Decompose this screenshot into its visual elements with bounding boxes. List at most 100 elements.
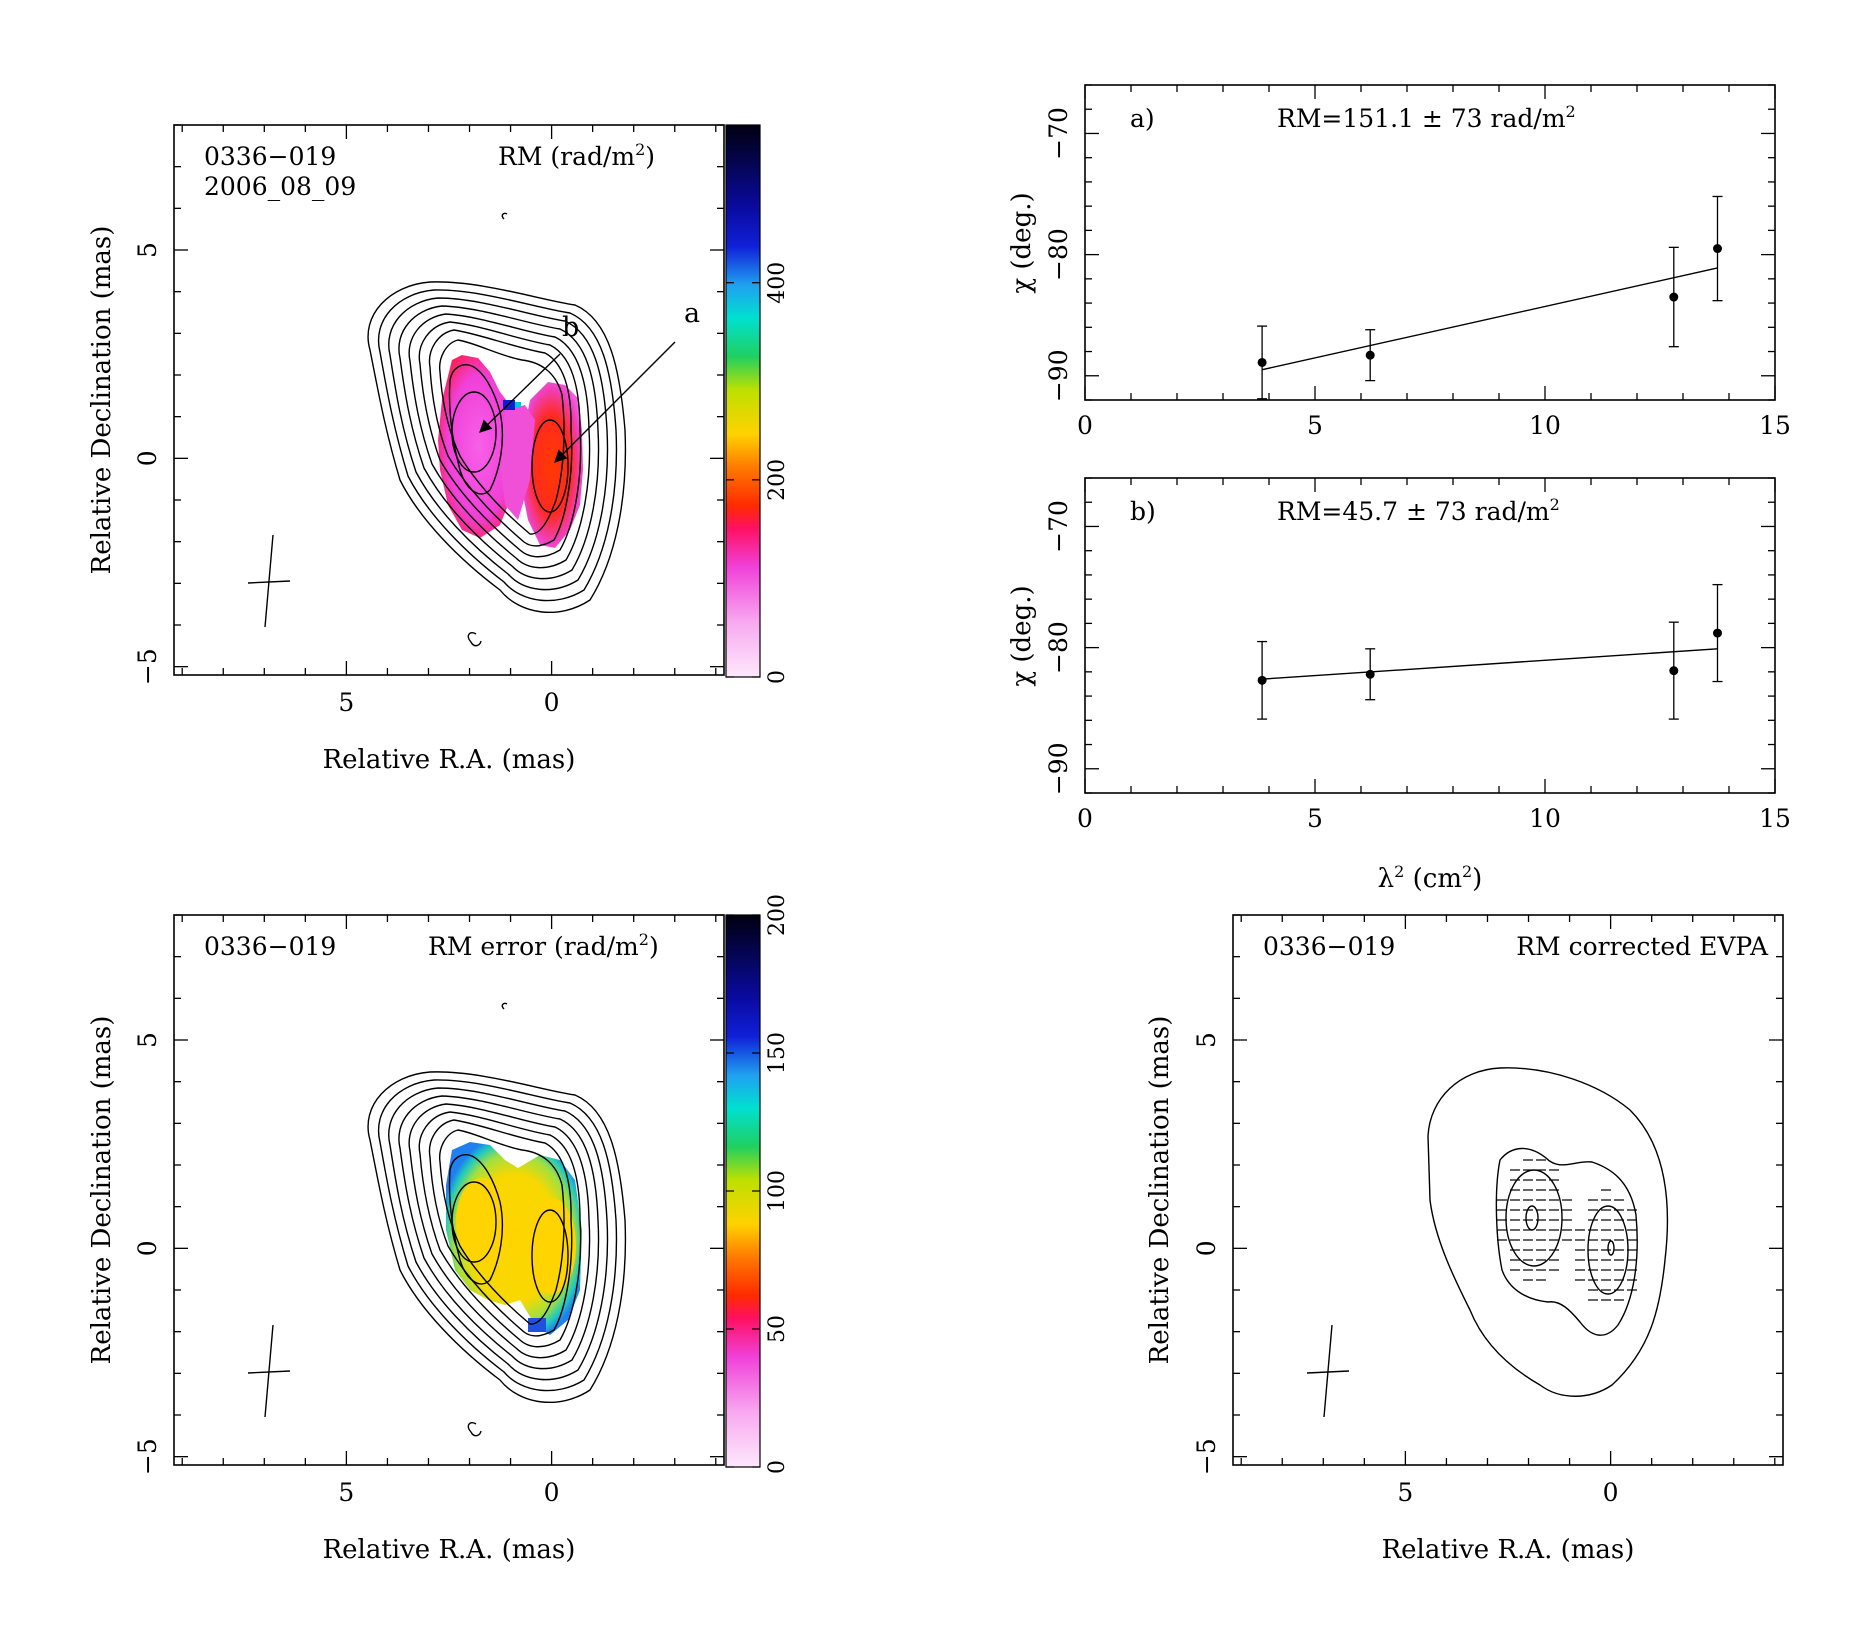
x-tick-label: 5 [338,1478,354,1507]
rm-ticks: 5 0 −5 0 5 [133,124,724,717]
y-tick-label: −90 [1044,742,1073,795]
rm-colorbar [725,124,761,678]
err-map-label: RM error (rad/m2) [428,930,659,961]
y-tick-label: 5 [1192,1032,1221,1048]
rm-colorbar-ticks: 0 200 400 [726,262,790,684]
x-tick-label: 10 [1529,804,1561,833]
rm-blob-b [438,355,520,538]
y-tick-label: −80 [1044,228,1073,281]
x-tick-label: 10 [1529,411,1561,440]
evpa-map-label: RM corrected EVPA [1516,932,1769,961]
colorbar-tick-label: 50 [765,1315,790,1343]
y-tick-label: 0 [133,450,162,466]
fit-b-ticks: 0 5 10 15 −90 −80 −70 [1044,477,1791,833]
colorbar-tick-label: 400 [765,262,790,304]
err-colorbar-ticks: 0 50 100 150 200 [726,894,790,1474]
rm-cyan-pixel [515,402,521,408]
y-tick-label: −5 [133,1438,162,1475]
evpa-source: 0336−019 [1263,932,1395,961]
fit-b-tag: b) [1130,497,1156,526]
fit-a-tag: a) [1130,104,1155,133]
fit-b-rm-sup: 2 [1550,495,1560,514]
fit-b-xlabel-close: ) [1472,864,1482,894]
x-tick-label: 0 [544,688,560,717]
x-tick-label: 0 [1077,804,1093,833]
x-tick-label: 5 [338,688,354,717]
colorbar-tick-label: 200 [765,459,790,501]
x-tick-label: 0 [1077,411,1093,440]
y-tick-label: −90 [1044,349,1073,402]
y-tick-label: 5 [133,1032,162,1048]
err-map-label-text: RM error (rad/m [428,932,639,961]
x-tick-label: 15 [1759,411,1791,440]
x-tick-label: 5 [1397,1478,1413,1507]
fit-b-xlabel-sup2: 2 [1462,862,1472,881]
fit-b-ylabel: χ (deg.) [1007,585,1037,686]
data-point [1257,675,1267,685]
err-contours [367,1002,627,1437]
fit-a-marks [1257,195,1723,400]
rm-map-label: RM (rad/m2) [498,140,655,171]
rm-color-blobs [438,355,583,548]
err-frame [173,914,725,1466]
fit-b-rm: RM=45.7 ± 73 rad/m2 [1277,495,1560,526]
y-tick-label: −70 [1044,107,1073,160]
rm-map-label-sup: 2 [635,140,645,159]
colorbar-tick-label: 0 [765,1460,790,1474]
err-source: 0336−019 [204,932,336,961]
fit-b-xlabel-lambda: λ [1378,864,1394,894]
fit-a-rm-text: RM=151.1 ± 73 rad/m [1277,104,1566,133]
fit-b-marks [1257,583,1723,720]
rm-frame [173,124,725,676]
evpa-panel: 5 0 −5 0 5 0336−019 RM corrected EVPA Relati… [1145,914,1784,1565]
fit-a-rm: RM=151.1 ± 73 rad/m2 [1277,102,1576,133]
err-map-label-close: ) [649,932,659,961]
y-tick-label: −5 [1192,1438,1221,1475]
rm-xlabel: Relative R.A. (mas) [323,745,576,775]
data-point [1365,350,1375,360]
data-point [1365,669,1375,679]
x-tick-label: 0 [544,1478,560,1507]
data-point [1669,666,1679,676]
y-tick-label: 5 [133,242,162,258]
rm-arrows [479,341,676,463]
err-core-b [456,1178,508,1266]
fit-b-xlabel-unit: (cm [1404,864,1462,894]
fit-b-xlabel: λ2 (cm2) [1378,862,1483,894]
arrow-b [479,353,561,433]
data-point [1713,628,1722,638]
rm-ylabel: Relative Declination (mas) [87,226,117,575]
rm-blue-pixel [503,400,515,410]
rm-error-panel: 5 0−505 0336−019 RM error (rad/m2) Relati… [87,894,790,1565]
fit-a-ticks: 0 5 10 15 −90 −80 −70 [1044,84,1791,440]
rm-blob-a [520,382,583,548]
err-ticks: 5 0 −5 0 5 [133,914,724,1507]
fit-b-frame [1084,477,1776,794]
y-tick-label: 0 [133,1240,162,1256]
rm-contours [367,212,627,647]
arrow-label-b: b [562,312,579,343]
err-blue-pixel [528,1318,546,1332]
y-tick-label: −5 [133,648,162,685]
arrow-a [554,341,676,463]
evpa-ticks: 5 0 −5 0 5 [1192,914,1783,1507]
colorbar-tick-label: 0 [765,670,790,684]
x-tick-label: 5 [1307,411,1323,440]
evpa-xlabel: Relative R.A. (mas) [1382,1535,1635,1565]
err-ylabel: Relative Declination (mas) [87,1016,117,1365]
err-xlabel: Relative R.A. (mas) [323,1535,576,1565]
err-beam [247,1324,291,1418]
y-tick-label: 0 [1192,1240,1221,1256]
fit-line [1261,267,1718,371]
data-point [1669,292,1679,302]
fit-line [1262,648,1718,680]
colorbar-tick-label: 100 [765,1170,790,1212]
fit-b-xlabel-sup: 2 [1394,862,1404,881]
rm-beam [247,534,291,628]
rm-date: 2006_08_09 [204,172,356,201]
arrow-label-a: a [684,298,700,329]
colorbar-tick-label: 150 [765,1032,790,1074]
evpa-beam [1306,1324,1350,1418]
